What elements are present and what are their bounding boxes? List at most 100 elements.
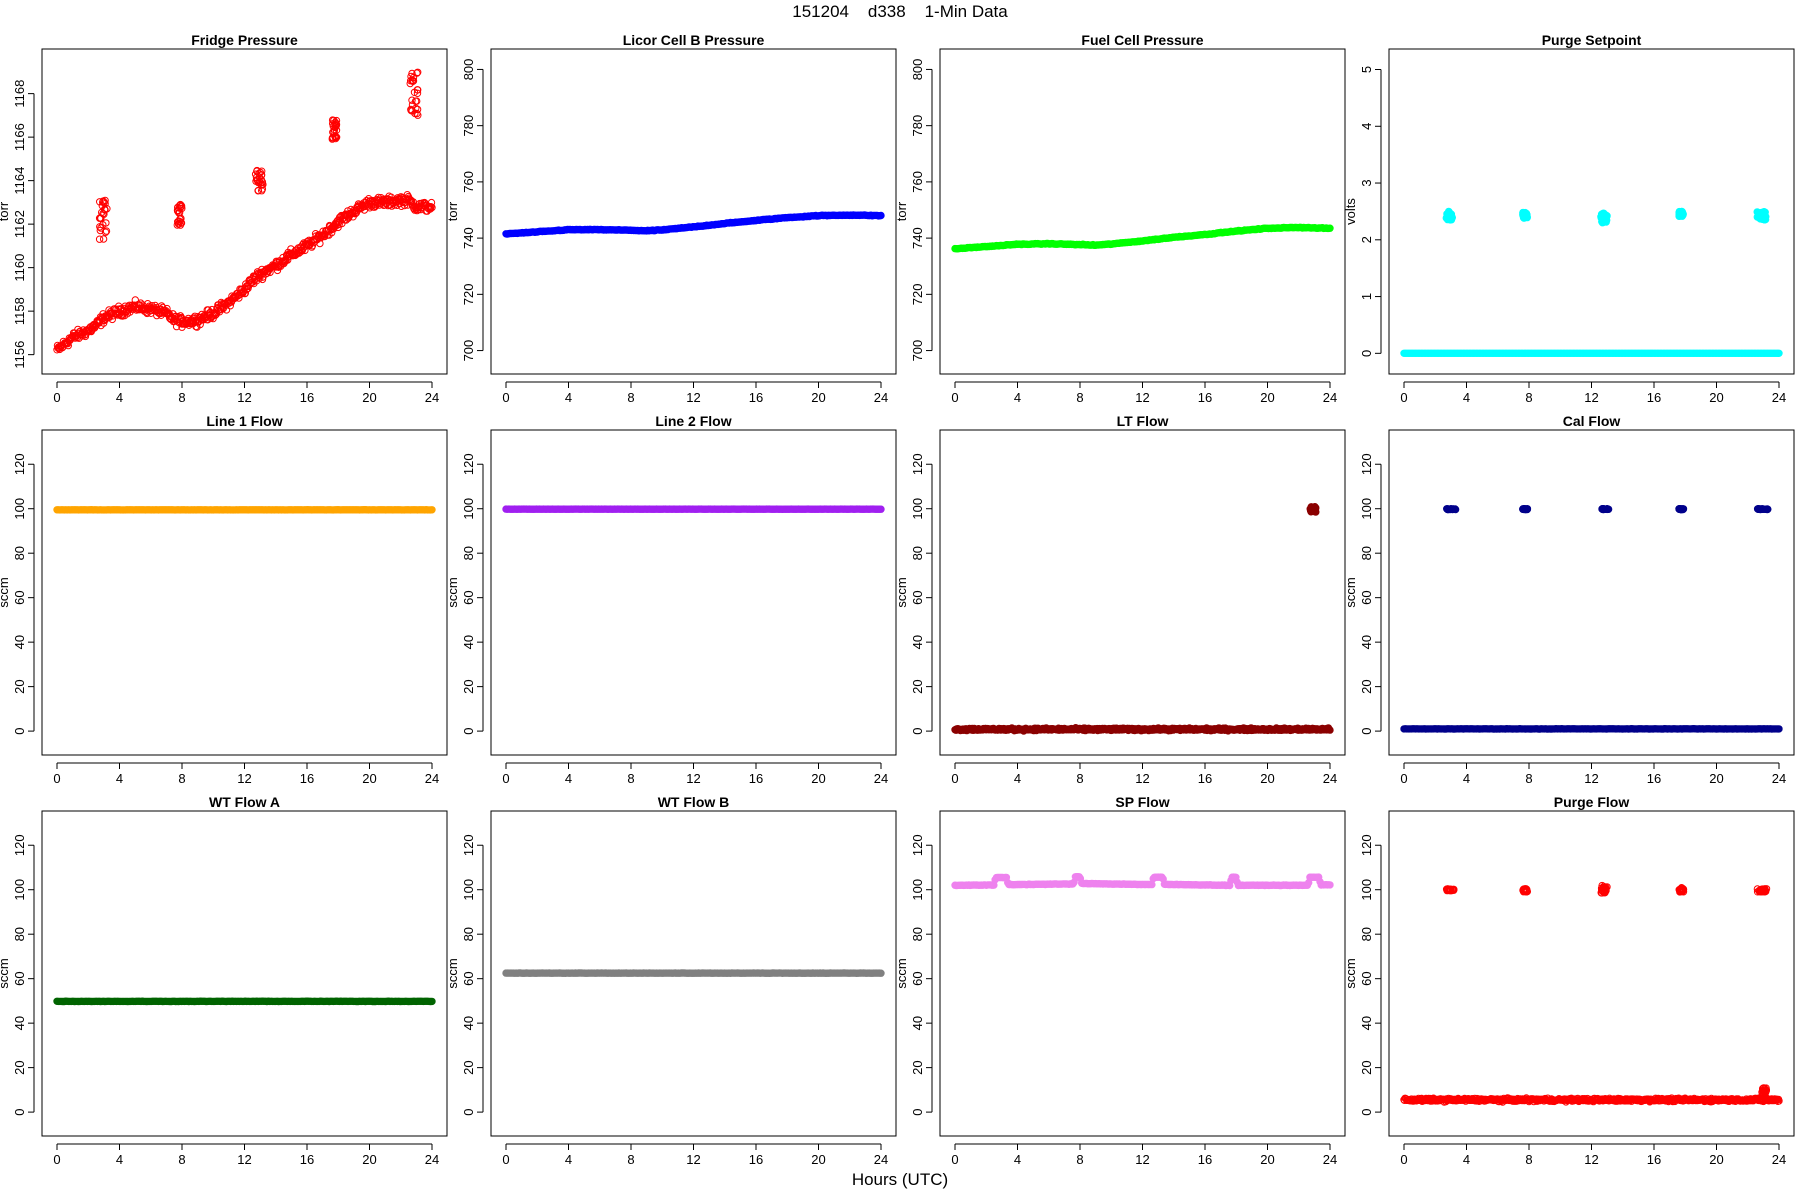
x-tick-label: 4	[1014, 1152, 1021, 1167]
y-tick-label: 20	[12, 679, 27, 693]
x-tick-label: 0	[1400, 390, 1407, 405]
x-tick-label: 4	[565, 771, 572, 786]
x-tick-label: 12	[1135, 390, 1149, 405]
y-tick-label: 100	[12, 879, 27, 901]
y-axis-label: sccm	[1343, 958, 1358, 988]
x-tick-label: 16	[1647, 390, 1661, 405]
y-tick-label: 1162	[12, 210, 27, 238]
data-points	[53, 68, 436, 354]
data-point	[1311, 505, 1319, 513]
x-tick-label: 16	[1198, 1152, 1212, 1167]
data-point	[1763, 505, 1771, 513]
plot-frame	[41, 48, 448, 375]
y-tick-label: 120	[12, 834, 27, 856]
x-axis: 0 4 8 12 16 20 24	[53, 1143, 439, 1167]
x-tick-label: 20	[1260, 390, 1274, 405]
data-point	[413, 109, 421, 118]
panel-title: Fridge Pressure	[191, 32, 298, 48]
data-point	[256, 179, 265, 187]
data-point	[257, 171, 266, 179]
y-tick-label: 780	[461, 115, 476, 137]
y-tick-label: 80	[910, 927, 925, 941]
plot-frame	[939, 48, 1346, 375]
y-axis-label: sccm	[445, 958, 460, 988]
x-tick-label: 24	[1323, 1152, 1337, 1167]
data-point	[1519, 208, 1527, 217]
panel-title: Line 1 Flow	[206, 413, 282, 429]
y-tick-label: 720	[910, 283, 925, 305]
y-tick-label: 60	[910, 971, 925, 985]
plot-frame	[490, 48, 897, 375]
y-tick-label: 40	[1359, 635, 1374, 649]
y-tick-label: 740	[910, 227, 925, 249]
y-axis-label: sccm	[0, 577, 11, 607]
panel-title: WT Flow A	[209, 794, 280, 810]
data-point	[96, 198, 104, 206]
y-tick-label: 80	[910, 546, 925, 560]
data-points	[951, 503, 1334, 735]
data-point	[414, 68, 422, 77]
panel-title: Line 2 Flow	[655, 413, 731, 429]
x-tick-label: 0	[1400, 771, 1407, 786]
x-tick-label: 4	[1014, 771, 1021, 786]
y-tick-label: 100	[910, 498, 925, 520]
data-point	[427, 203, 435, 211]
data-points	[502, 211, 885, 238]
data-point	[222, 306, 231, 314]
x-tick-label: 8	[1525, 390, 1532, 405]
y-tick-label: 740	[461, 227, 476, 249]
data-point	[95, 235, 104, 243]
y-axis-label: torr	[894, 201, 909, 221]
plot-frame	[1388, 429, 1795, 756]
x-tick-label: 4	[116, 390, 123, 405]
x-tick-label: 20	[1260, 771, 1274, 786]
x-tick-label: 8	[1525, 1152, 1532, 1167]
data-point	[330, 116, 338, 125]
plot-frame	[939, 810, 1346, 1137]
x-tick-label: 8	[1076, 771, 1083, 786]
y-tick-label: 20	[910, 1060, 925, 1074]
y-tick-label: 0	[1359, 350, 1374, 357]
data-point	[1521, 505, 1529, 513]
data-point	[99, 235, 108, 243]
y-tick-label: 5	[1359, 66, 1374, 73]
y-tick-label: 20	[12, 1060, 27, 1074]
y-tick-label: 120	[12, 453, 27, 475]
plot-frame	[41, 810, 448, 1137]
x-tick-label: 12	[1584, 390, 1598, 405]
y-axis-label: sccm	[0, 958, 11, 988]
y-tick-label: 100	[910, 879, 925, 901]
x-tick-label: 16	[300, 1152, 314, 1167]
data-points	[502, 969, 885, 977]
data-point	[174, 203, 182, 212]
y-axis-label: sccm	[1343, 577, 1358, 607]
x-axis: 0 4 8 12 16 20 24	[1400, 762, 1786, 786]
y-tick-label: 40	[910, 635, 925, 649]
y-tick-label: 120	[1359, 834, 1374, 856]
x-tick-label: 8	[627, 1152, 634, 1167]
y-tick-label: 80	[12, 927, 27, 941]
x-tick-label: 24	[1772, 1152, 1786, 1167]
y-tick-label: 20	[461, 1060, 476, 1074]
x-tick-label: 4	[565, 390, 572, 405]
y-tick-label: 100	[461, 879, 476, 901]
x-tick-label: 24	[874, 390, 888, 405]
data-points	[951, 223, 1334, 253]
y-tick-label: 80	[461, 546, 476, 560]
x-tick-label: 4	[1014, 390, 1021, 405]
x-axis: 0 4 8 12 16 20 24	[53, 381, 439, 405]
y-tick-label: 100	[12, 498, 27, 520]
y-axis-label: sccm	[445, 577, 460, 607]
